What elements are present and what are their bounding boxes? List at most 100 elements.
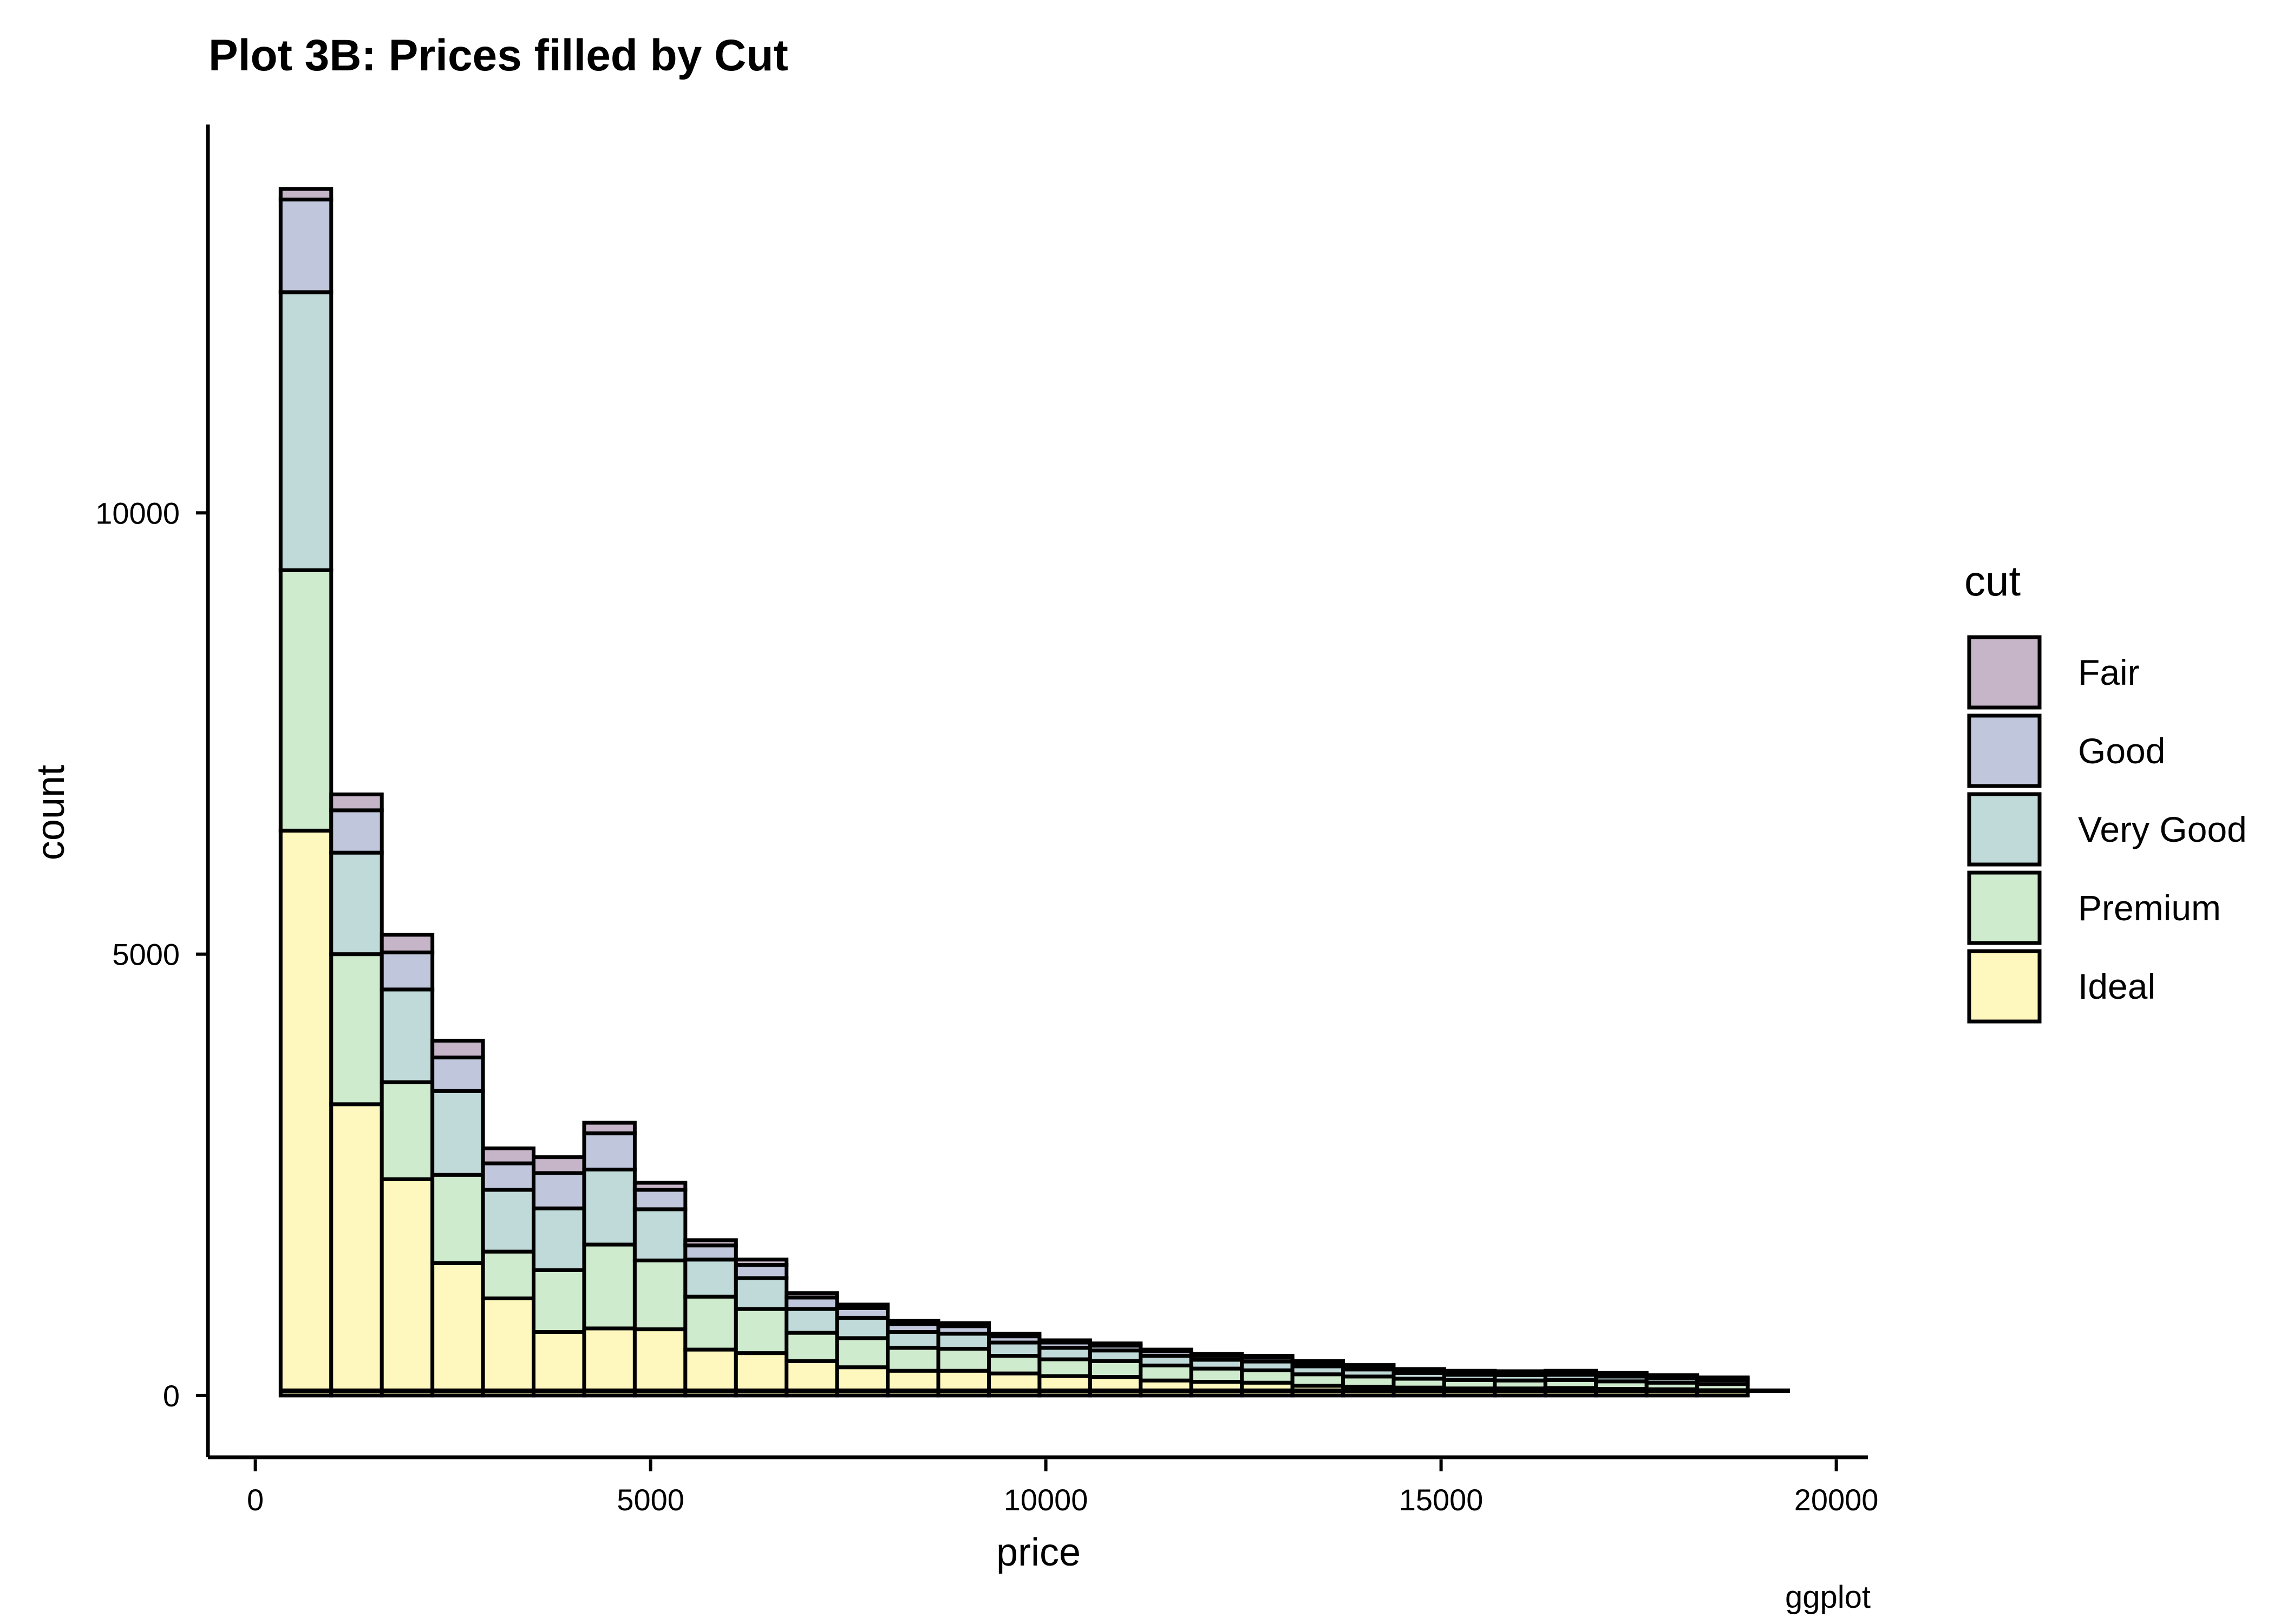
bar-premium-bin-2 <box>380 1080 435 1181</box>
bar-very-good-bin-7 <box>632 1207 688 1262</box>
bar-good-bin-8 <box>683 1243 738 1262</box>
bar-very-good-bin-6 <box>582 1167 637 1247</box>
bar-ideal-bin-9 <box>734 1351 789 1398</box>
x-tick-label: 5000 <box>617 1483 684 1517</box>
y-tick-label: 5000 <box>112 938 180 972</box>
bar-premium-bin-8 <box>683 1294 738 1352</box>
legend: Fair Good Very Good Premium Ideal <box>1967 635 2247 1024</box>
bar-premium-bin-10 <box>785 1331 839 1363</box>
x-axis-title: price <box>996 1531 1081 1574</box>
x-ticks: 0 5000 10000 15000 20000 <box>247 1459 1878 1517</box>
bar-fair-bin-10 <box>785 1291 839 1300</box>
bar-very-good-bin-14 <box>986 1340 1042 1358</box>
bar-premium-bin-0 <box>278 568 334 833</box>
bar-very-good-bin-3 <box>430 1089 485 1177</box>
bar-very-good-bin-5 <box>532 1206 586 1272</box>
legend-swatch-good <box>1967 713 2042 788</box>
bar-good-bin-7 <box>632 1188 688 1212</box>
bar-good-bin-6 <box>582 1131 637 1171</box>
y-tick-label: 0 <box>163 1379 180 1413</box>
chart-title: Plot 3B: Prices filled by Cut <box>208 31 788 80</box>
bar-fair-bin-4 <box>481 1146 536 1165</box>
bar-premium-bin-5 <box>532 1268 586 1334</box>
bar-ideal-bin-3 <box>430 1261 485 1398</box>
bar-premium-bin-1 <box>329 952 384 1106</box>
bar-very-good-bin-4 <box>481 1188 536 1254</box>
bar-premium-bin-18 <box>1189 1366 1244 1384</box>
bar-fair-bin-26 <box>1594 1371 1649 1377</box>
bar-premium-bin-13 <box>936 1346 991 1373</box>
bar-fair-bin-15 <box>1037 1338 1092 1345</box>
legend-swatch-premium <box>1967 870 2042 945</box>
y-ticks: 0 5000 10000 <box>95 496 206 1413</box>
bar-good-bin-1 <box>329 808 384 855</box>
bar-premium-bin-11 <box>835 1336 890 1370</box>
legend-label-good: Good <box>2078 731 2165 771</box>
bar-fair-bin-21 <box>1341 1363 1396 1368</box>
bar-good-bin-5 <box>532 1171 586 1210</box>
bar-fair-bin-5 <box>532 1155 586 1175</box>
bar-very-good-bin-13 <box>936 1332 991 1351</box>
bar-good-bin-9 <box>734 1263 789 1280</box>
bar-fair-bin-24 <box>1493 1369 1547 1374</box>
bar-very-good-bin-8 <box>683 1258 738 1299</box>
bar-fair-bin-22 <box>1391 1367 1446 1372</box>
x-tick-label: 15000 <box>1399 1483 1484 1517</box>
bar-good-bin-4 <box>481 1161 536 1192</box>
bar-premium-bin-7 <box>632 1258 688 1332</box>
bar-ideal-bin-4 <box>481 1296 536 1398</box>
bar-good-bin-3 <box>430 1055 485 1093</box>
bar-premium-bin-15 <box>1037 1357 1092 1378</box>
bar-ideal-bin-5 <box>532 1330 586 1398</box>
bar-fair-bin-12 <box>886 1319 940 1326</box>
legend-label-very-good: Very Good <box>2078 809 2247 849</box>
bar-premium-bin-3 <box>430 1173 485 1265</box>
legend-swatch-ideal <box>1967 949 2042 1024</box>
bar-fair-bin-18 <box>1189 1352 1244 1358</box>
x-tick-label: 0 <box>247 1483 264 1517</box>
bar-very-good-bin-10 <box>785 1307 839 1335</box>
bar-premium-bin-17 <box>1139 1363 1193 1383</box>
bar-fair-bin-9 <box>734 1258 789 1267</box>
bar-fair-bin-28 <box>1695 1375 1750 1380</box>
bar-fair-bin-27 <box>1644 1373 1700 1378</box>
bar-ideal-bin-7 <box>632 1327 688 1398</box>
bar-fair-bin-1 <box>329 793 384 813</box>
bar-ideal-bin-17 <box>1139 1378 1193 1398</box>
caption: ggplot <box>1785 1580 1871 1615</box>
bar-very-good-bin-0 <box>278 290 334 572</box>
bar-fair-bin-11 <box>835 1302 890 1310</box>
bar-fair-bin-7 <box>632 1181 688 1192</box>
x-tick-label: 20000 <box>1794 1483 1879 1517</box>
bar-ideal-bin-1 <box>329 1102 384 1398</box>
bar-ideal-bin-0 <box>278 828 334 1398</box>
legend-label-premium: Premium <box>2078 888 2221 928</box>
bar-fair-bin-20 <box>1290 1359 1345 1365</box>
bar-fair-bin-6 <box>582 1121 637 1136</box>
bars-layer <box>278 187 1750 1398</box>
legend-label-ideal: Ideal <box>2078 966 2155 1006</box>
y-tick-label: 10000 <box>95 496 180 530</box>
bar-very-good-bin-12 <box>886 1330 940 1350</box>
bar-premium-bin-9 <box>734 1307 789 1355</box>
bar-ideal-bin-6 <box>582 1326 637 1398</box>
bar-ideal-bin-2 <box>380 1177 435 1398</box>
bar-fair-bin-0 <box>278 187 334 202</box>
bar-good-bin-0 <box>278 198 334 294</box>
bar-good-bin-2 <box>380 950 435 992</box>
bar-very-good-bin-1 <box>329 850 384 957</box>
x-tick-label: 10000 <box>1004 1483 1088 1517</box>
bar-very-good-bin-9 <box>734 1276 789 1311</box>
bar-premium-bin-4 <box>481 1249 536 1301</box>
bar-fair-bin-2 <box>380 933 435 954</box>
bar-premium-bin-16 <box>1088 1359 1143 1379</box>
legend-title: cut <box>1964 557 2021 605</box>
y-axis-title: count <box>29 765 73 860</box>
bar-premium-bin-14 <box>986 1353 1042 1376</box>
bar-fair-bin-23 <box>1442 1368 1497 1374</box>
bar-fair-bin-19 <box>1240 1353 1295 1360</box>
legend-swatch-fair <box>1967 635 2042 710</box>
bar-fair-bin-13 <box>936 1321 991 1328</box>
bar-very-good-bin-11 <box>835 1315 890 1340</box>
